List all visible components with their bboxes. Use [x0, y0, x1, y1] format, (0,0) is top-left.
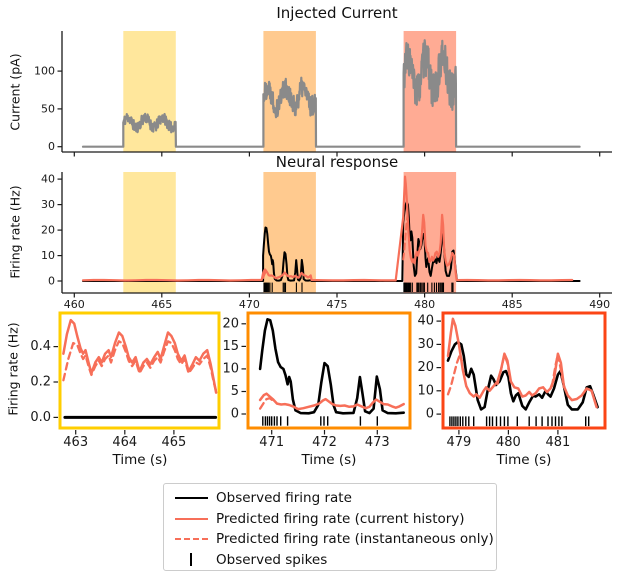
y-tick-label: 100	[34, 65, 55, 78]
solid-black-line-icon	[172, 497, 210, 500]
solid-salmon-line-icon	[172, 517, 210, 520]
stim-region-orange	[263, 172, 316, 293]
zoom-panel-border	[441, 311, 607, 430]
x-tick-label: 475	[327, 298, 348, 311]
y-tick-label: 0.4	[30, 339, 51, 354]
x-tick-label: 465	[151, 298, 172, 311]
spike-tick-icon	[172, 553, 210, 567]
y-tick-label: 0	[48, 275, 55, 288]
y-axis-label-current: Current (pA)	[7, 53, 23, 131]
y-tick-label: 30	[417, 337, 434, 352]
y-tick-label: 40	[41, 173, 55, 186]
dashed-salmon-line-icon	[172, 538, 210, 541]
x-tick-label: 490	[589, 298, 610, 311]
series-predicted-instantaneous	[402, 215, 410, 261]
x-tick-label: 465	[161, 435, 186, 450]
y-tick-label: 40	[417, 314, 434, 329]
x-tick-label: 480	[414, 298, 435, 311]
y-tick-label: 0	[426, 407, 434, 422]
series-predicted-firing-rate	[258, 392, 405, 411]
stim-region-yellow	[123, 31, 176, 152]
x-tick-label: 480	[496, 435, 521, 450]
y-tick-label: 30	[41, 198, 55, 211]
y-tick-label: 0.0	[30, 410, 51, 425]
series-predicted-firing-rate	[81, 175, 574, 282]
zoom-panel-border	[246, 311, 412, 430]
y-tick-label: 10	[41, 249, 55, 262]
y-tick-label: 20	[222, 316, 239, 331]
middle-panel-title: Neural response	[275, 153, 399, 171]
stim-region-yellow	[123, 172, 176, 293]
x-tick-label: 473	[365, 435, 390, 450]
x-tick-label: 479	[446, 435, 471, 450]
x-tick-label: 463	[63, 435, 88, 450]
y-tick-label: 20	[417, 360, 434, 375]
top-panel-title: Injected Current	[276, 4, 398, 22]
x-tick-label: 471	[259, 435, 284, 450]
x-tick-label: 464	[112, 435, 137, 450]
legend: Observed firing rate Predicted firing ra…	[163, 483, 497, 571]
y-tick-label: 50	[41, 102, 55, 115]
series-predicted-firing-rate	[62, 318, 218, 394]
series-predicted-instantaneous	[262, 271, 269, 279]
y-tick-label: 5	[231, 384, 239, 399]
series-predicted-firing-rate	[446, 317, 598, 409]
series-injected-current	[81, 39, 581, 148]
y-tick-label: 0	[48, 140, 55, 153]
x-axis-label-time-yellow: Time (s)	[112, 452, 168, 468]
x-axis-label-time-red: Time (s)	[496, 452, 552, 468]
x-tick-label: 481	[545, 435, 570, 450]
y-axis-label-firing-rate: Firing rate (Hz)	[7, 185, 23, 279]
series-observed-firing-rate	[82, 201, 581, 282]
legend-item-observed-rate: Observed firing rate	[172, 488, 496, 509]
y-tick-label: 10	[222, 361, 239, 376]
y-axis-label-zoom-firing-rate: Firing rate (Hz)	[5, 322, 21, 416]
zoom-panel-border	[58, 311, 221, 430]
legend-item-predicted-instantaneous: Predicted firing rate (instantaneous onl…	[172, 529, 496, 550]
series-observed-firing-rate	[258, 318, 405, 415]
legend-item-observed-spikes: Observed spikes	[172, 550, 496, 571]
x-tick-label: 472	[312, 435, 337, 450]
legend-item-predicted-history: Predicted firing rate (current history)	[172, 509, 496, 530]
x-tick-label: 470	[239, 298, 260, 311]
x-tick-label: 485	[502, 298, 523, 311]
series-predicted-instantaneous	[446, 353, 463, 396]
y-tick-label: 15	[222, 339, 239, 354]
x-tick-label: 460	[64, 298, 85, 311]
y-tick-label: 0.2	[30, 375, 51, 390]
x-axis-label-time-orange: Time (s)	[301, 452, 357, 468]
y-tick-label: 0	[231, 407, 239, 422]
series-predicted-instantaneous	[62, 340, 218, 392]
y-tick-label: 20	[41, 224, 55, 237]
y-tick-label: 10	[417, 383, 434, 398]
series-predicted-instantaneous	[258, 397, 274, 410]
